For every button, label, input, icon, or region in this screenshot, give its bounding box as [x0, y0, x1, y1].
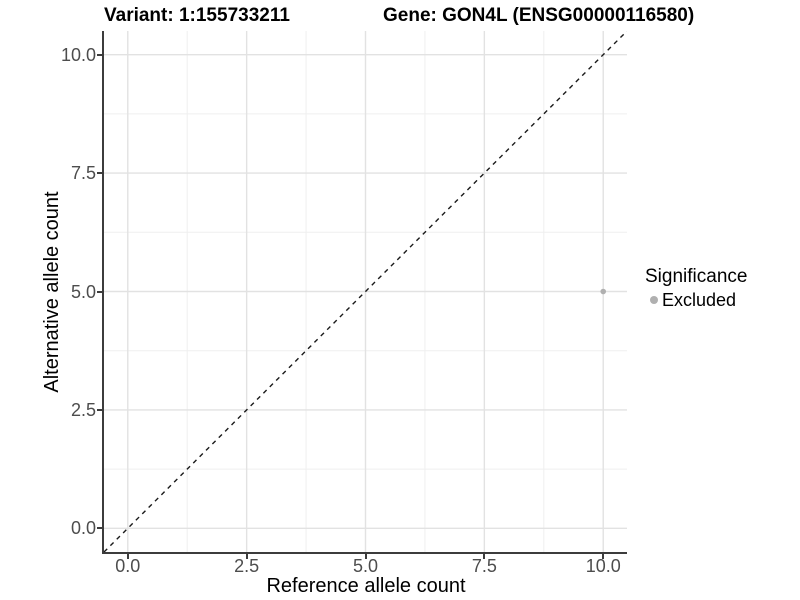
x-tick-mark [245, 553, 248, 559]
legend-title: Significance [645, 266, 748, 287]
legend-item-label: Excluded [662, 290, 737, 310]
x-tick-label: 2.5 [234, 556, 260, 576]
plot-panel [102, 31, 627, 554]
y-tick-label: 2.5 [70, 399, 96, 420]
x-tick-mark [483, 553, 486, 559]
y-tick-mark [97, 408, 103, 411]
x-tick-label: 10.0 [585, 556, 621, 576]
x-tick-mark [364, 553, 367, 559]
x-tick-label: 7.5 [471, 556, 497, 576]
legend: Significance Excluded [645, 266, 747, 311]
legend-items: Excluded [645, 289, 747, 311]
y-tick-label: 7.5 [70, 163, 96, 184]
legend-item: Excluded [645, 289, 747, 311]
x-tick-label: 5.0 [352, 556, 379, 576]
x-tick-mark [126, 553, 129, 559]
y-tick-label: 10.0 [60, 44, 96, 65]
y-tick-label: 5.0 [70, 281, 96, 302]
y-tick-mark [97, 527, 103, 530]
y-tick-mark [97, 172, 103, 175]
data-point [600, 288, 607, 295]
y-tick-mark [97, 290, 103, 293]
x-axis-title: Reference allele count [266, 575, 466, 597]
identity-reference-line [104, 31, 627, 552]
x-tick-label: 0.0 [115, 556, 141, 576]
plot-title-variant: Variant: 1:155733211 [104, 5, 290, 26]
legend-key [645, 296, 662, 304]
y-tick-mark [97, 53, 103, 56]
x-tick-mark [602, 553, 605, 559]
legend-point-icon [649, 296, 658, 304]
plot-canvas [104, 31, 627, 552]
y-tick-label: 0.0 [70, 518, 96, 539]
plot-title-gene: Gene: GON4L (ENSG00000116580) [383, 5, 695, 26]
